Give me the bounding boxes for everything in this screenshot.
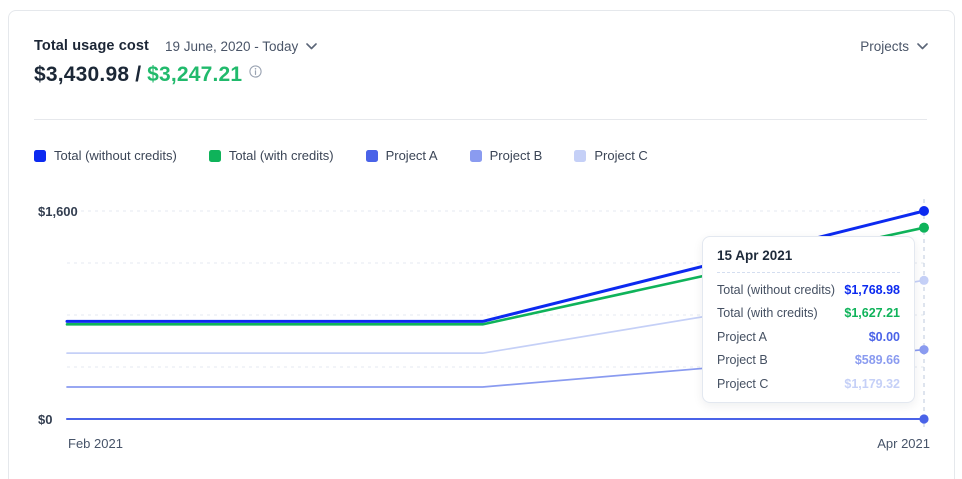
header-divider	[34, 119, 927, 120]
x-axis-tick-left: Feb 2021	[68, 436, 123, 451]
legend-swatch	[34, 149, 46, 162]
legend-item-project-a[interactable]: Project A	[365, 148, 438, 163]
chart-tooltip: 15 Apr 2021 Total (without credits) $1,76…	[702, 236, 915, 403]
legend-swatch	[365, 149, 378, 162]
legend-swatch	[469, 149, 482, 162]
tooltip-divider	[717, 272, 900, 273]
tooltip-row-value: $1,768.98	[844, 282, 900, 297]
chevron-down-icon	[306, 42, 318, 49]
hover-dot-project-a	[919, 414, 929, 424]
info-icon[interactable]	[249, 65, 262, 78]
tooltip-row-value: $589.66	[854, 353, 900, 367]
hover-dot-total-without-credits	[919, 206, 929, 216]
legend-label: Project A	[385, 148, 438, 163]
legend-item-total-with-credits[interactable]: Total (with credits)	[208, 148, 334, 163]
date-range-label: 19 June, 2020 - Today	[164, 38, 299, 54]
chart-legend: Total (without credits) Total (with credi…	[34, 148, 929, 163]
card-header-left: Total usage cost 19 June, 2020 - Today	[34, 38, 318, 54]
tooltip-row-total-with-credits: Total (with credits) $1,627.21	[717, 306, 900, 320]
legend-label: Total (without credits)	[54, 148, 177, 163]
tooltip-row-label: Total (without credits)	[717, 282, 836, 297]
legend-label: Project B	[489, 148, 543, 163]
projects-selector[interactable]: Projects	[860, 39, 928, 54]
hover-dot-project-c	[919, 275, 929, 285]
legend-swatch	[208, 149, 221, 162]
amount-with-credits: $3,247.21	[147, 63, 243, 86]
y-axis-tick-top: $1,600	[38, 204, 78, 219]
chevron-down-icon	[917, 42, 928, 49]
tooltip-rows: Total (without credits) $1,768.98 Total (w…	[717, 283, 900, 391]
legend-label: Total (with credits)	[228, 148, 334, 163]
tooltip-row-value: $1,179.32	[844, 376, 900, 391]
tooltip-row-project-c: Project C $1,179.32	[717, 377, 900, 391]
tooltip-row-label: Total (with credits)	[717, 306, 818, 320]
legend-label: Project C	[594, 148, 648, 163]
tooltip-row-project-a: Project A $0.00	[717, 330, 900, 344]
legend-item-total-without-credits[interactable]: Total (without credits)	[34, 148, 177, 163]
tooltip-row-label: Project A	[717, 329, 768, 344]
date-range-selector[interactable]: 19 June, 2020 - Today	[164, 38, 318, 54]
tooltip-row-total-without-credits: Total (without credits) $1,768.98	[717, 283, 900, 297]
legend-swatch	[574, 149, 587, 162]
amount-without-credits: $3,430.98	[34, 63, 130, 86]
tooltip-row-label: Project C	[717, 376, 769, 391]
legend-item-project-c[interactable]: Project C	[574, 148, 648, 163]
tooltip-row-project-b: Project B $589.66	[717, 353, 900, 367]
tooltip-row-value: $1,627.21	[844, 306, 900, 320]
tooltip-title: 15 Apr 2021	[717, 248, 793, 263]
y-axis-tick-bottom: $0	[38, 412, 53, 427]
x-axis-tick-right: Apr 2021	[877, 436, 930, 451]
tooltip-row-label: Project B	[717, 353, 768, 367]
amount-separator: /	[135, 63, 142, 86]
legend-item-project-b[interactable]: Project B	[469, 148, 543, 163]
projects-selector-label: Projects	[860, 38, 909, 54]
card-header: Total usage cost 19 June, 2020 - Today P…	[34, 38, 928, 54]
hover-dot-project-b	[919, 345, 929, 355]
tooltip-row-value: $0.00	[868, 329, 900, 344]
card-title: Total usage cost	[34, 38, 149, 54]
hover-dot-total-with-credits	[919, 222, 929, 233]
total-amounts: $3,430.98 / $3,247.21	[34, 63, 929, 87]
